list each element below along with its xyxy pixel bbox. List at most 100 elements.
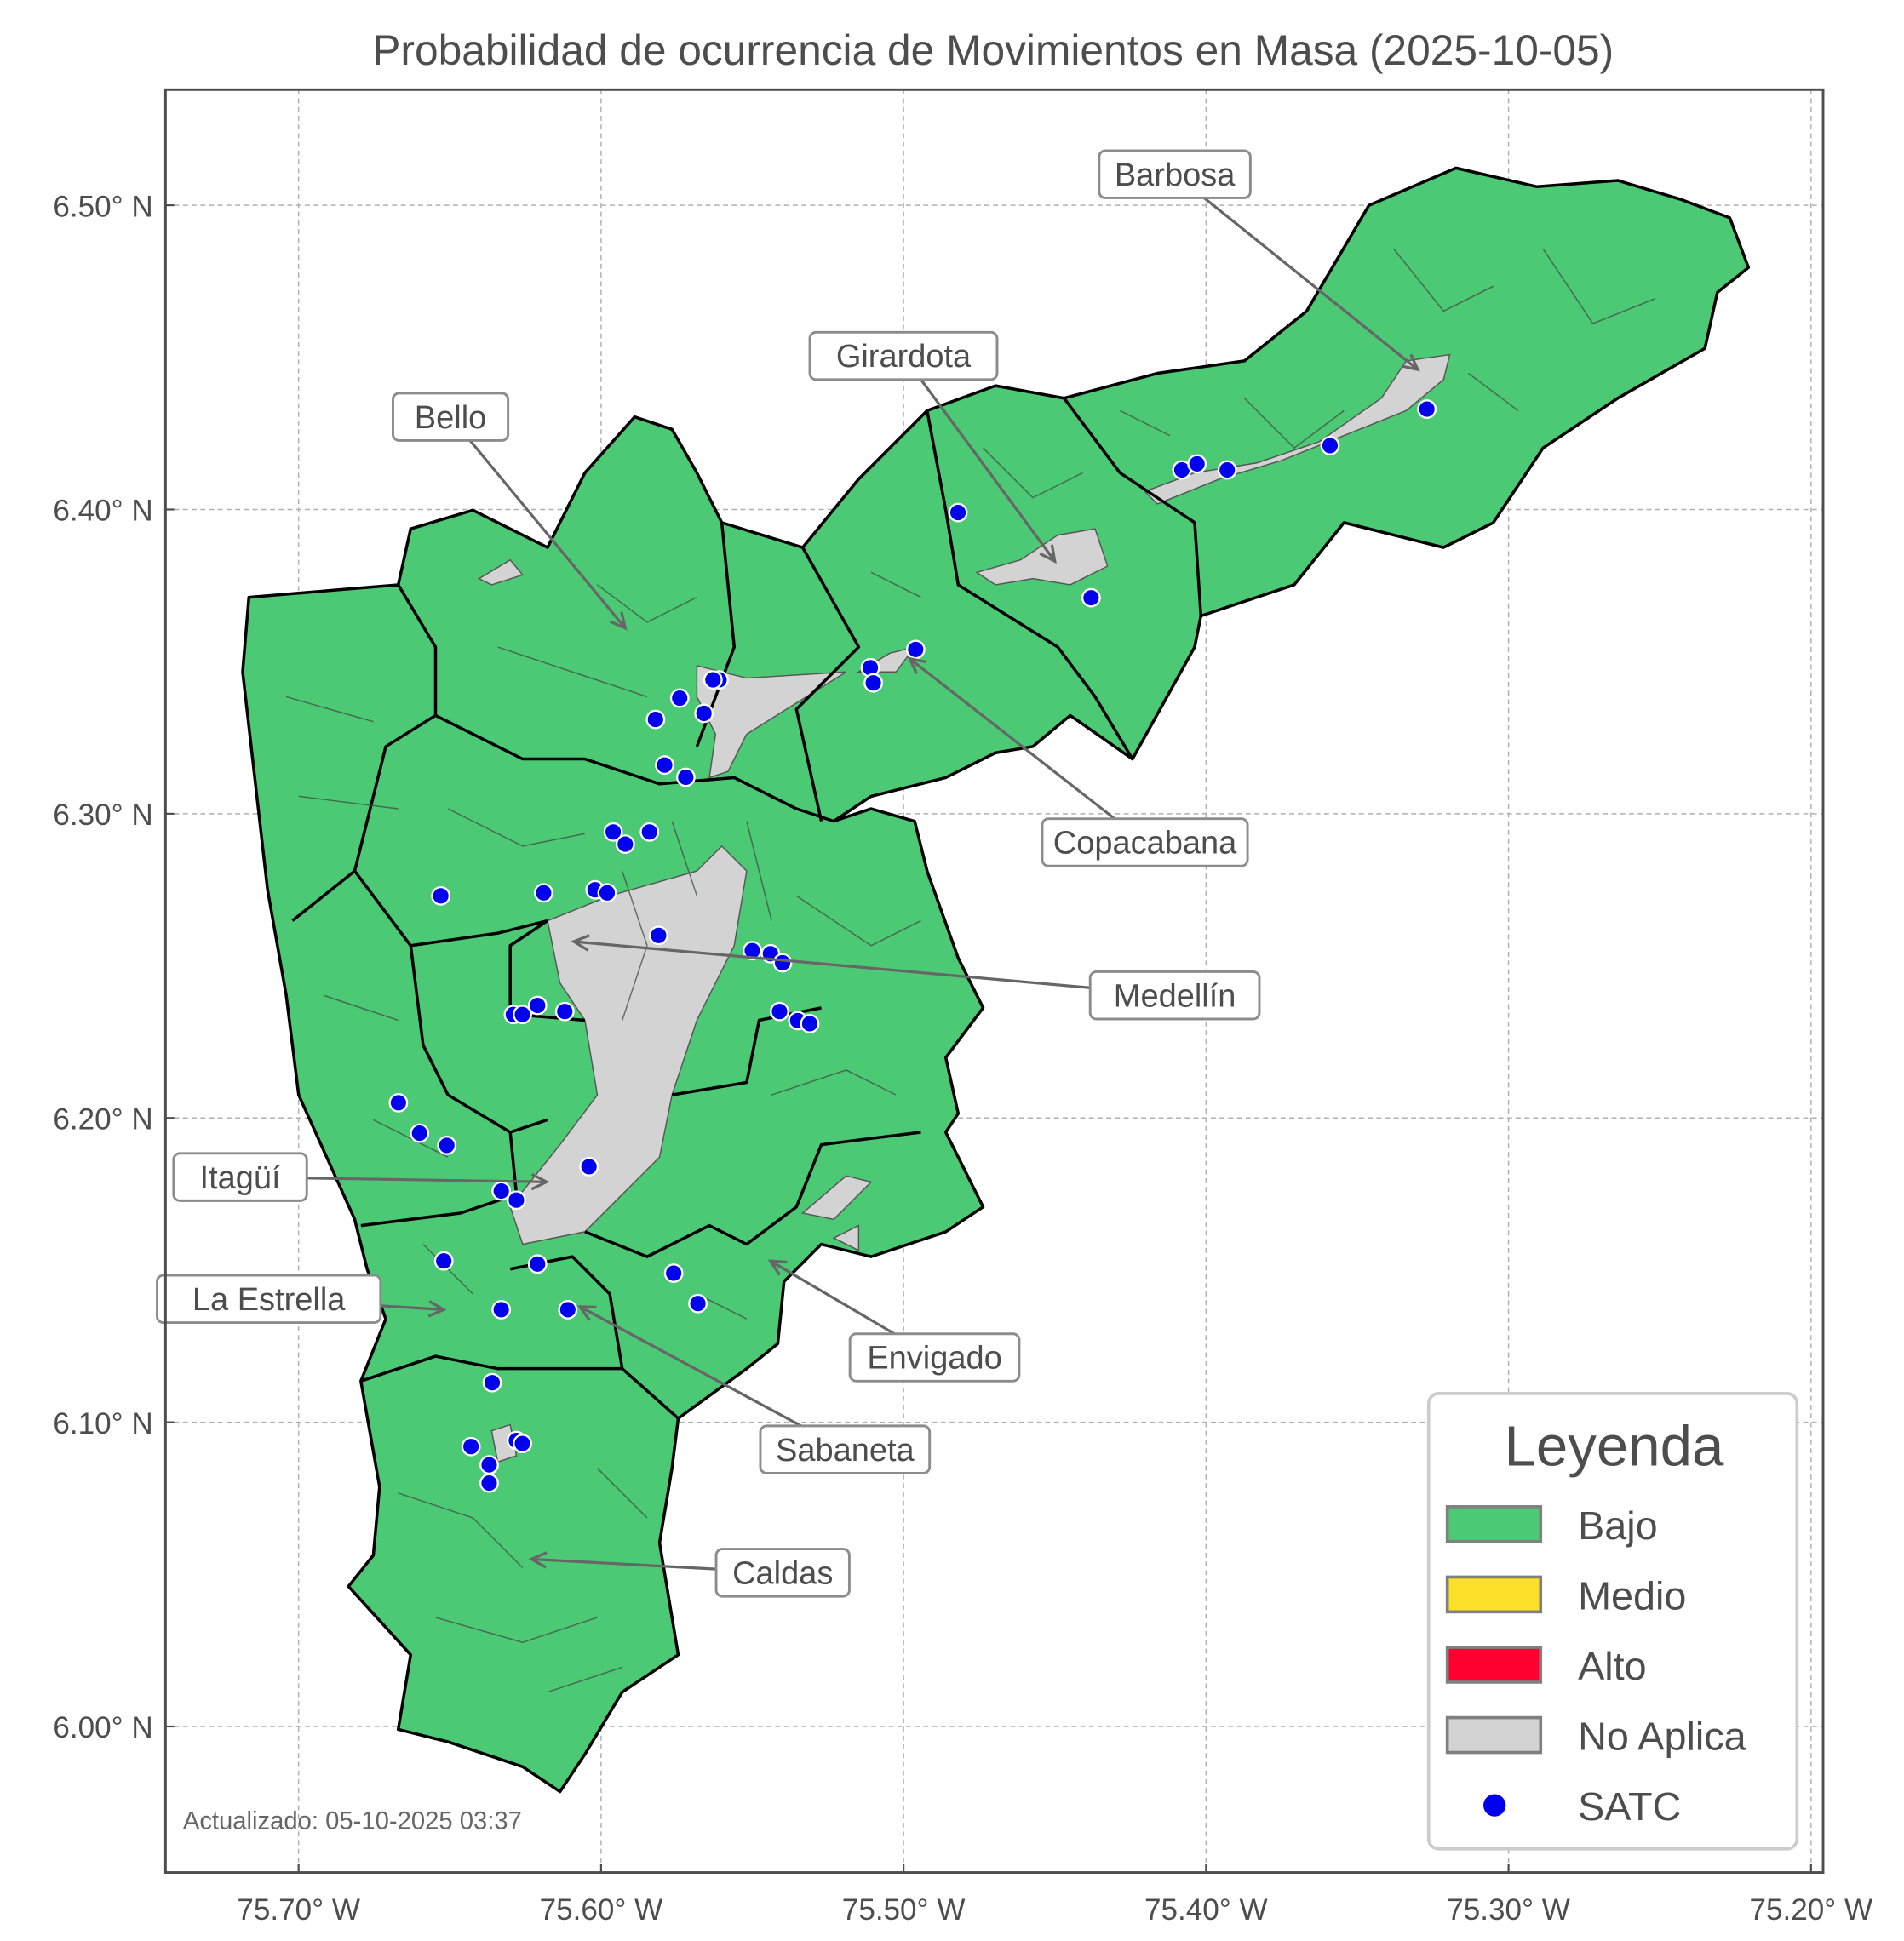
municipality-annotations: Barbosa Girardota Bello Copacabana Medellín I… bbox=[156, 149, 1420, 1598]
annotation-medellín: Medellín bbox=[571, 934, 1261, 1021]
annotation-copacabana: Copacabana bbox=[907, 656, 1249, 867]
y-tick-label: 6.20° N bbox=[53, 1102, 152, 1136]
satc-station-point[interactable] bbox=[527, 995, 548, 1016]
legend-swatch bbox=[1445, 1575, 1543, 1614]
annotation-box bbox=[714, 1548, 851, 1598]
satc-station-point[interactable] bbox=[663, 1263, 684, 1283]
legend: Leyenda Bajo Medio Alto No Aplica SATC bbox=[1426, 1392, 1799, 1851]
annotation-label: Envigado bbox=[867, 1341, 1001, 1377]
x-tick-label: 75.70° W bbox=[237, 1893, 360, 1927]
y-tick-label: 6.40° N bbox=[53, 495, 152, 528]
satc-station-point[interactable] bbox=[688, 1293, 708, 1314]
satc-station-point[interactable] bbox=[1320, 436, 1340, 455]
annotation-label: La Estrella bbox=[192, 1282, 346, 1318]
satc-station-point[interactable] bbox=[645, 709, 666, 730]
satc-station-point[interactable] bbox=[433, 1251, 454, 1271]
satc-station-point[interactable] bbox=[639, 822, 660, 842]
annotation-box bbox=[808, 330, 999, 381]
satc-station-point[interactable] bbox=[615, 834, 635, 855]
x-tick-label: 75.20° W bbox=[1749, 1893, 1872, 1927]
arrow-head-icon bbox=[571, 934, 590, 952]
satc-station-point[interactable] bbox=[743, 941, 762, 961]
satc-station-point[interactable] bbox=[669, 688, 690, 708]
satc-station-point[interactable] bbox=[1217, 460, 1237, 480]
annotation-box bbox=[759, 1424, 932, 1474]
satc-station-point[interactable] bbox=[527, 1254, 548, 1274]
y-tick-label: 6.30° N bbox=[53, 799, 152, 832]
satc-station-point[interactable] bbox=[534, 883, 553, 903]
satc-stations-layer bbox=[388, 399, 1437, 1493]
chart-title: Probabilidad de ocurrencia de Movimiento… bbox=[372, 26, 1614, 74]
satc-station-point[interactable] bbox=[905, 639, 926, 660]
satc-station-point[interactable] bbox=[772, 953, 793, 973]
satc-station-point[interactable] bbox=[479, 1473, 499, 1493]
satc-station-point[interactable] bbox=[479, 1455, 499, 1475]
satc-station-point[interactable] bbox=[554, 1001, 575, 1022]
annotation-box bbox=[1041, 817, 1249, 867]
annotation-label: Itagüí bbox=[200, 1160, 281, 1196]
no-aplica-envigado-east bbox=[801, 1175, 873, 1252]
annotation-arrow bbox=[909, 657, 1146, 844]
arrow-head-icon bbox=[609, 611, 628, 631]
legend-item-bajo: Bajo bbox=[1445, 1503, 1658, 1548]
annotation-box bbox=[391, 392, 510, 442]
satc-station-point[interactable] bbox=[1187, 454, 1207, 474]
satc-station-point[interactable] bbox=[703, 670, 723, 690]
annotation-box bbox=[156, 1274, 382, 1325]
legend-label: Alto bbox=[1578, 1644, 1647, 1688]
axis-ticks: 75.70° W 75.60° W 75.50° W 75.40° W 75.30° W… bbox=[53, 190, 1872, 1927]
legend-swatch bbox=[1445, 1646, 1543, 1684]
satc-station-point[interactable] bbox=[513, 1005, 532, 1025]
satc-station-point[interactable] bbox=[1081, 587, 1101, 608]
satc-station-point[interactable] bbox=[603, 822, 623, 842]
arrow-head-icon bbox=[427, 1300, 447, 1318]
arrow-head-icon bbox=[576, 1305, 597, 1321]
satc-station-point[interactable] bbox=[437, 1136, 457, 1155]
satc-station-point[interactable] bbox=[770, 1001, 789, 1022]
annotation-arrow bbox=[573, 940, 1175, 997]
annotation-label: Medellín bbox=[1114, 978, 1236, 1014]
annotation-barbosa: Barbosa bbox=[1098, 149, 1420, 372]
satc-station-point[interactable] bbox=[655, 755, 674, 776]
satc-station-point[interactable] bbox=[461, 1436, 481, 1457]
x-tick-label: 75.40° W bbox=[1144, 1893, 1268, 1927]
annotation-box bbox=[1098, 149, 1252, 199]
annotation-bello: Bello bbox=[391, 392, 628, 631]
legend-item-medio: Medio bbox=[1445, 1573, 1686, 1618]
legend-label: SATC bbox=[1578, 1784, 1681, 1829]
annotation-box bbox=[1088, 970, 1261, 1021]
satc-station-point[interactable] bbox=[491, 1299, 512, 1320]
x-tick-label: 75.60° W bbox=[540, 1893, 663, 1927]
no-aplica-medellin-urban bbox=[509, 845, 748, 1245]
municipalities-layer bbox=[241, 166, 1751, 1794]
annotation-arrow bbox=[449, 415, 627, 629]
satc-station-point[interactable] bbox=[597, 883, 617, 903]
annotation-label: Sabaneta bbox=[776, 1433, 915, 1469]
satc-station-point[interactable] bbox=[507, 1190, 526, 1211]
satc-station-point[interactable] bbox=[482, 1372, 502, 1393]
satc-station-point[interactable] bbox=[431, 885, 451, 906]
satc-station-point[interactable] bbox=[694, 703, 714, 724]
arrow-head-icon bbox=[1401, 353, 1420, 372]
satc-station-point[interactable] bbox=[513, 1434, 532, 1454]
satc-station-point[interactable] bbox=[648, 925, 668, 946]
satc-station-point[interactable] bbox=[675, 767, 696, 787]
satc-station-point[interactable] bbox=[800, 1014, 820, 1033]
annotation-arrow bbox=[902, 355, 1057, 563]
annotation-label: Girardota bbox=[836, 339, 972, 375]
annotation-label: Copacabana bbox=[1053, 826, 1237, 862]
satc-station-point[interactable] bbox=[948, 502, 968, 523]
satc-station-point[interactable] bbox=[388, 1092, 409, 1113]
annotation-label: Barbosa bbox=[1115, 157, 1236, 193]
annotation-box bbox=[172, 1152, 308, 1202]
satc-station-point[interactable] bbox=[410, 1123, 430, 1143]
satc-station-point[interactable] bbox=[863, 673, 883, 693]
legend-swatch bbox=[1445, 1715, 1543, 1755]
legend-label: No Aplica bbox=[1578, 1715, 1746, 1759]
satc-station-point[interactable] bbox=[579, 1157, 599, 1177]
legend-item-satc: SATC bbox=[1483, 1784, 1681, 1829]
annotation-arrow bbox=[1173, 173, 1419, 371]
satc-station-point[interactable] bbox=[1417, 399, 1437, 419]
satc-station-point[interactable] bbox=[558, 1299, 578, 1320]
